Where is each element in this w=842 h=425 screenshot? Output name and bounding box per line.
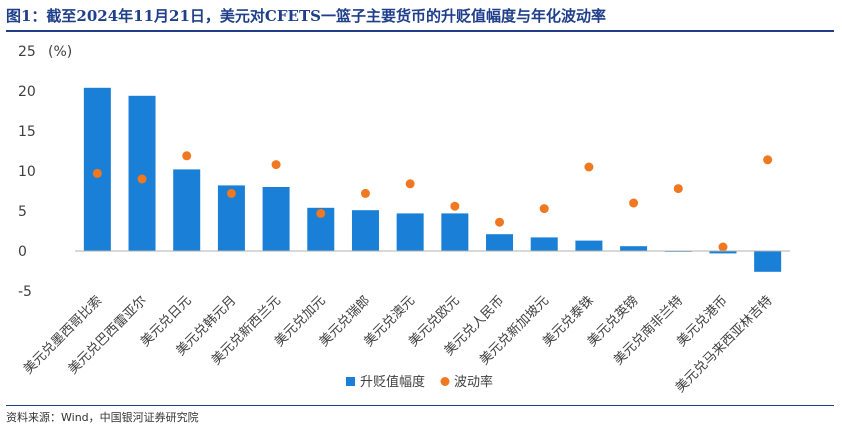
dot-3: [226, 188, 236, 198]
bar-8: [441, 213, 469, 251]
bar-15: [754, 251, 782, 272]
y-tick-label: 10: [18, 164, 36, 180]
bar-1: [128, 95, 156, 251]
y-tick-label: 0: [18, 244, 27, 260]
dot-1: [137, 174, 147, 184]
legend-bar-swatch: [346, 377, 355, 386]
bar-9: [486, 234, 514, 251]
y-tick-label: 15: [18, 124, 36, 140]
bottom-rule: [6, 405, 834, 406]
bar-7: [396, 213, 424, 251]
y-tick-label: -5: [18, 284, 32, 300]
category-label: 美元兑巴西雷亚尔: [66, 293, 150, 377]
bar-2: [173, 169, 201, 251]
bar-12: [620, 246, 648, 251]
dot-13: [673, 184, 683, 194]
legend-dot-label: 波动率: [454, 374, 493, 390]
dot-8: [450, 201, 460, 211]
dot-0: [92, 168, 102, 178]
bar-4: [262, 187, 290, 251]
y-tick-label: 5: [18, 204, 27, 220]
category-label: 美元兑墨西哥比索: [21, 293, 105, 377]
dot-2: [182, 151, 192, 161]
title-rule: [6, 30, 834, 32]
chart-title: 图1：截至2024年11月21日，美元对CFETS一篮子主要货币的升贬值幅度与年…: [6, 7, 606, 25]
dot-series: [92, 151, 773, 252]
dot-11: [584, 162, 594, 172]
dot-14: [718, 242, 728, 252]
bar-14: [709, 251, 737, 254]
dot-7: [405, 179, 415, 189]
y-tick-label: 25: [18, 44, 36, 60]
legend-dot-swatch: [440, 377, 450, 386]
dot-9: [495, 217, 505, 227]
y-axis-ticks: 25 20 15 10 5 0 -5: [18, 44, 36, 300]
bar-11: [575, 240, 603, 251]
legend-bar-label: 升贬值幅度: [360, 374, 425, 390]
bar-10: [530, 237, 558, 251]
dot-4: [271, 160, 281, 170]
y-tick-label: 20: [18, 84, 36, 100]
bar-6: [351, 210, 379, 251]
dot-5: [316, 208, 326, 218]
dot-12: [629, 198, 639, 208]
dot-15: [763, 155, 773, 165]
dot-10: [539, 204, 549, 214]
legend: 升贬值幅度 波动率: [346, 374, 493, 390]
dot-6: [360, 188, 370, 198]
source-note: 资料来源：Wind，中国银河证券研究院: [6, 411, 199, 424]
bar-series: [83, 87, 782, 272]
y-axis-unit: (%): [48, 44, 72, 60]
